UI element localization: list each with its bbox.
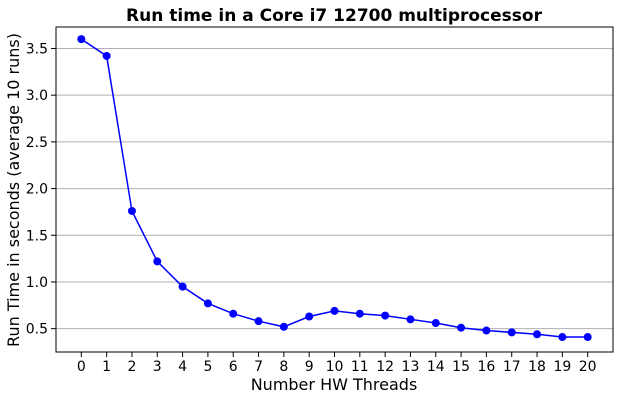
data-point <box>406 315 415 324</box>
x-tick-label: 3 <box>153 359 162 375</box>
data-point <box>102 51 111 60</box>
x-tick-label: 20 <box>579 359 597 375</box>
y-tick-label: 0.5 <box>26 322 48 338</box>
data-point <box>330 306 339 315</box>
data-point <box>229 309 238 318</box>
y-tick-label: 3.0 <box>26 88 48 104</box>
x-tick-label: 9 <box>305 359 314 375</box>
data-point <box>355 309 364 318</box>
x-tick-label: 12 <box>376 359 394 375</box>
x-tick-label: 0 <box>77 359 86 375</box>
data-point <box>431 319 440 328</box>
y-tick-label: 3.5 <box>26 41 48 57</box>
x-tick-label: 5 <box>203 359 212 375</box>
data-point <box>533 330 542 339</box>
data-point <box>178 282 187 291</box>
x-tick-label: 14 <box>427 359 445 375</box>
chart-title: Run time in a Core i7 12700 multiprocess… <box>126 6 543 26</box>
x-tick-label: 15 <box>452 359 470 375</box>
x-tick-label: 11 <box>351 359 369 375</box>
data-point <box>279 322 288 331</box>
y-tick-label: 2.5 <box>26 135 48 151</box>
y-tick-label: 1.0 <box>26 275 48 291</box>
x-tick-label: 8 <box>279 359 288 375</box>
grid-lines <box>56 47 613 330</box>
x-tick-label: 2 <box>127 359 136 375</box>
y-axis-label: Run Time in seconds (average 10 runs) <box>4 33 23 347</box>
data-point <box>482 326 491 335</box>
x-tick-label: 19 <box>553 359 571 375</box>
data-point <box>153 257 162 266</box>
x-tick-label: 10 <box>326 359 344 375</box>
data-point <box>507 328 516 337</box>
data-point <box>254 317 263 326</box>
x-tick-label: 17 <box>503 359 521 375</box>
data-point <box>558 333 567 342</box>
y-tick-label: 2.0 <box>26 182 48 198</box>
series-layer <box>77 35 592 342</box>
data-point <box>127 206 136 215</box>
x-tick-label: 16 <box>477 359 495 375</box>
data-point <box>583 333 592 342</box>
x-tick-label: 1 <box>102 359 111 375</box>
x-tick-label: 7 <box>254 359 263 375</box>
y-tick-label: 1.5 <box>26 228 48 244</box>
x-tick-label: 13 <box>402 359 420 375</box>
data-point <box>77 35 86 44</box>
x-tick-label: 6 <box>229 359 238 375</box>
x-axis: 0 1 2 3 4 5 6 7 8 9 10 11 12 13 14 15 16 17 18 19 20 <box>77 352 597 375</box>
data-point <box>381 311 390 320</box>
data-point <box>305 312 314 321</box>
data-point <box>457 323 466 332</box>
x-tick-label: 18 <box>528 359 546 375</box>
x-tick-label: 4 <box>178 359 187 375</box>
data-point <box>203 299 212 308</box>
y-axis: 0.5 1.0 1.5 2.0 2.5 3.0 3.5 <box>26 41 56 338</box>
x-axis-label: Number HW Threads <box>251 375 418 394</box>
plot-area <box>55 26 614 353</box>
